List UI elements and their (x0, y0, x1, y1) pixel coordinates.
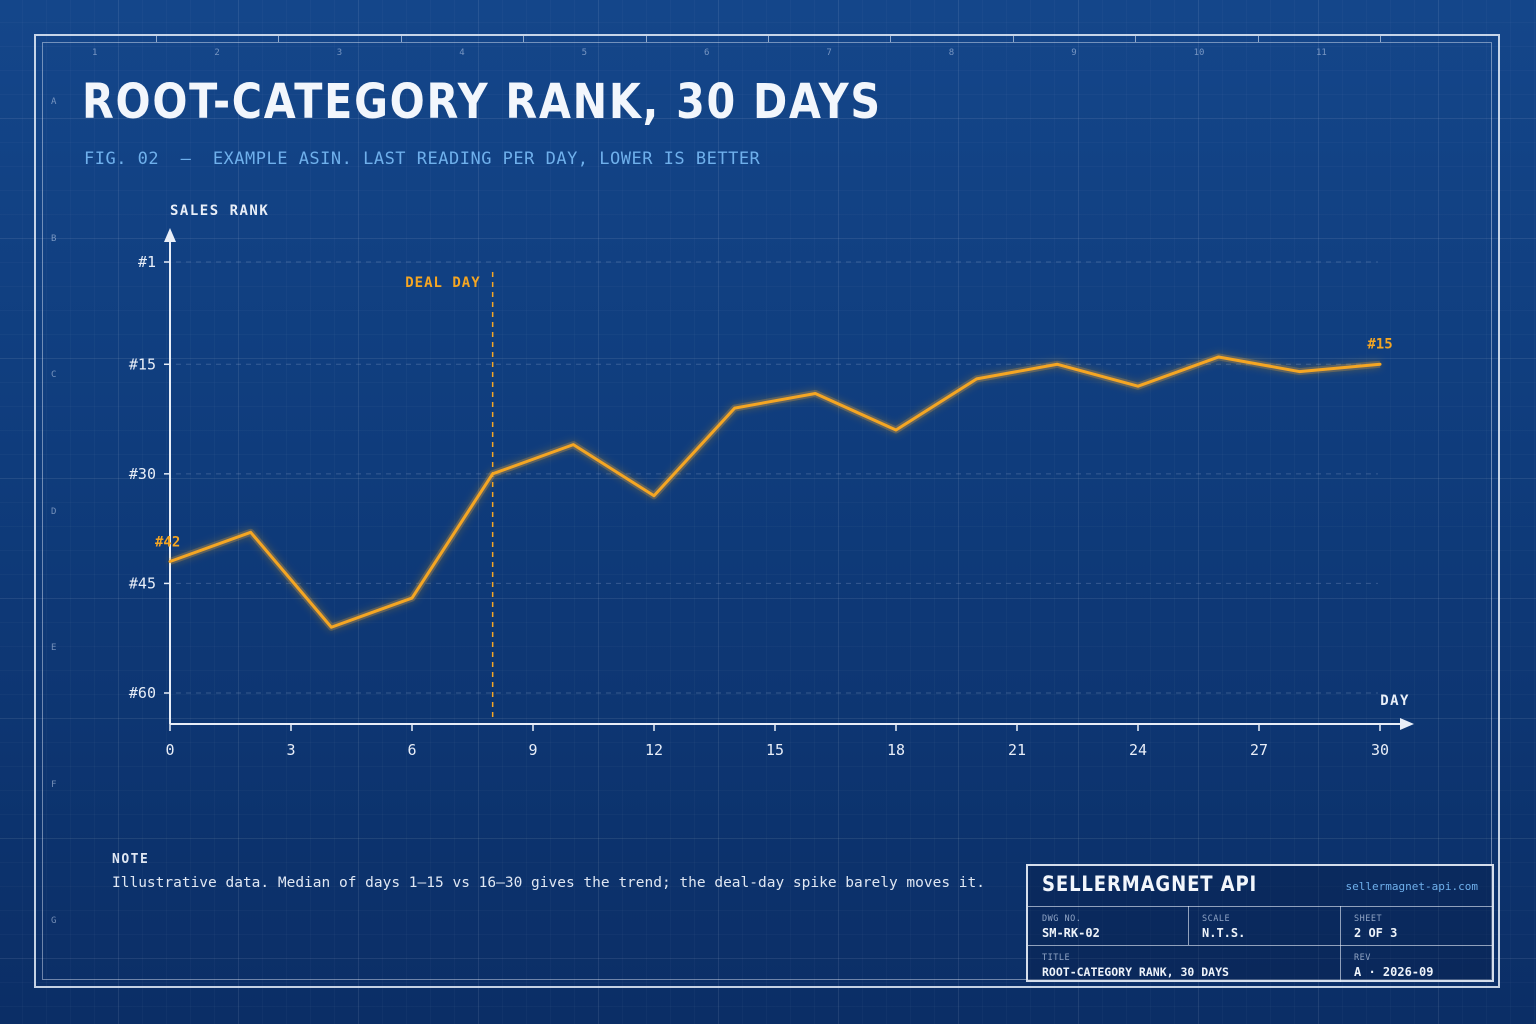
note-text: Illustrative data. Median of days 1–15 v… (112, 875, 985, 891)
zone-column-2: 2 (214, 48, 220, 58)
data-point (733, 407, 736, 410)
zone-row-E: E (51, 643, 57, 653)
zone-tick (156, 36, 157, 42)
data-point (975, 377, 978, 380)
x-tick-label: 6 (407, 741, 416, 759)
zone-column-4: 4 (459, 48, 465, 58)
data-point (1217, 355, 1220, 358)
deal-day-label: DEAL DAY (405, 275, 480, 291)
data-point (1137, 385, 1140, 388)
x-tick-label: 27 (1250, 741, 1268, 759)
data-point (1379, 363, 1382, 366)
title-block: SELLERMAGNET API sellermagnet-api.com DW… (1026, 864, 1494, 982)
zone-tick (1257, 36, 1259, 42)
brand-name: SELLERMAGNET API (1042, 872, 1258, 896)
x-tick-label: 9 (528, 741, 537, 759)
x-axis-title: DAY (1380, 693, 1410, 709)
data-point (330, 626, 333, 629)
zone-row-D: D (51, 506, 57, 517)
y-tick-label: #15 (129, 355, 156, 373)
title-block-divider (1028, 906, 1492, 907)
data-point (572, 443, 575, 446)
y-axis-arrow (164, 228, 176, 242)
zone-tick (523, 36, 525, 42)
zone-row-G: G (51, 916, 57, 926)
scale-value: N.T.S. (1202, 926, 1246, 940)
data-point (169, 560, 172, 563)
zone-column-9: 9 (1071, 48, 1077, 58)
zone-row-C: C (51, 370, 57, 380)
data-point (895, 429, 898, 432)
x-tick-label: 30 (1371, 741, 1389, 759)
x-tick-label: 24 (1129, 741, 1147, 759)
start-value-label: #42 (155, 535, 180, 551)
zone-tick (1135, 36, 1137, 42)
zone-column-5: 5 (581, 48, 588, 58)
x-tick-label: 21 (1008, 741, 1026, 759)
y-tick-label: #45 (129, 574, 156, 592)
sheet-value: 2 OF 3 (1354, 926, 1398, 940)
zone-row-F: F (51, 779, 57, 790)
y-tick-label: #60 (129, 684, 156, 702)
zone-column-11: 11 (1316, 48, 1327, 58)
zone-tick (645, 36, 647, 42)
sheet-border-inner (42, 42, 1492, 980)
series-line (168, 355, 1382, 629)
x-axis-arrow (1400, 718, 1414, 730)
zone-column-7: 7 (826, 48, 832, 58)
zone-column-1: 1 (92, 48, 98, 58)
x-tick-label: 18 (887, 741, 905, 759)
scale-label: SCALE (1202, 914, 1231, 924)
y-tick-label: #30 (129, 465, 156, 483)
zone-tick (400, 36, 402, 42)
data-point (1056, 363, 1059, 366)
zone-row-B: B (51, 233, 57, 244)
zone-column-6: 6 (704, 48, 710, 58)
note-heading: NOTE (112, 852, 150, 867)
series-glow (168, 353, 1381, 631)
sheet-label: SHEET (1354, 914, 1383, 924)
end-value-label: #15 (1367, 336, 1392, 352)
rev-value: A · 2026-09 (1354, 965, 1434, 979)
title-label: TITLE (1042, 953, 1071, 963)
data-point (653, 494, 656, 497)
zone-row-A: A (51, 97, 57, 107)
data-point (491, 472, 494, 475)
zone-tick (768, 36, 769, 42)
x-tick-label: 3 (286, 741, 295, 759)
x-tick-label: 12 (645, 741, 663, 759)
title-block-divider (1188, 906, 1189, 945)
y-axis-title: SALES RANK (170, 203, 269, 219)
title-block-divider (1340, 906, 1341, 982)
dwg-no-value: SM-RK-02 (1042, 926, 1100, 940)
x-tick-label: 0 (165, 741, 174, 759)
rev-label: REV (1354, 953, 1371, 963)
dwg-no-label: DWG NO. (1042, 914, 1082, 924)
title-block-divider (1028, 945, 1492, 946)
sheet-border-outer (34, 34, 1500, 988)
zone-column-3: 3 (336, 48, 343, 58)
zone-column-10: 10 (1193, 48, 1205, 58)
zone-column-8: 8 (948, 48, 955, 58)
zone-tick (890, 36, 892, 42)
zone-tick (278, 36, 280, 42)
brand-url[interactable]: sellermagnet-api.com (1345, 880, 1478, 893)
data-point (1298, 370, 1301, 373)
page-title: ROOT-CATEGORY RANK, 30 DAYS (82, 74, 882, 130)
data-point (814, 392, 817, 395)
data-point (249, 531, 252, 534)
x-tick-label: 15 (766, 741, 784, 759)
page-subtitle: FIG. 02 — EXAMPLE ASIN. LAST READING PER… (84, 149, 761, 169)
data-point (411, 597, 414, 600)
title-value: ROOT-CATEGORY RANK, 30 DAYS (1042, 965, 1229, 979)
zone-tick (1380, 36, 1381, 42)
y-tick-label: #1 (138, 253, 156, 271)
zone-tick (1012, 36, 1014, 42)
